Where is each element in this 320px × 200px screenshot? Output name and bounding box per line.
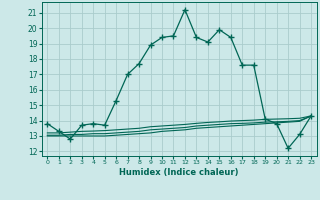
X-axis label: Humidex (Indice chaleur): Humidex (Indice chaleur) xyxy=(119,168,239,177)
